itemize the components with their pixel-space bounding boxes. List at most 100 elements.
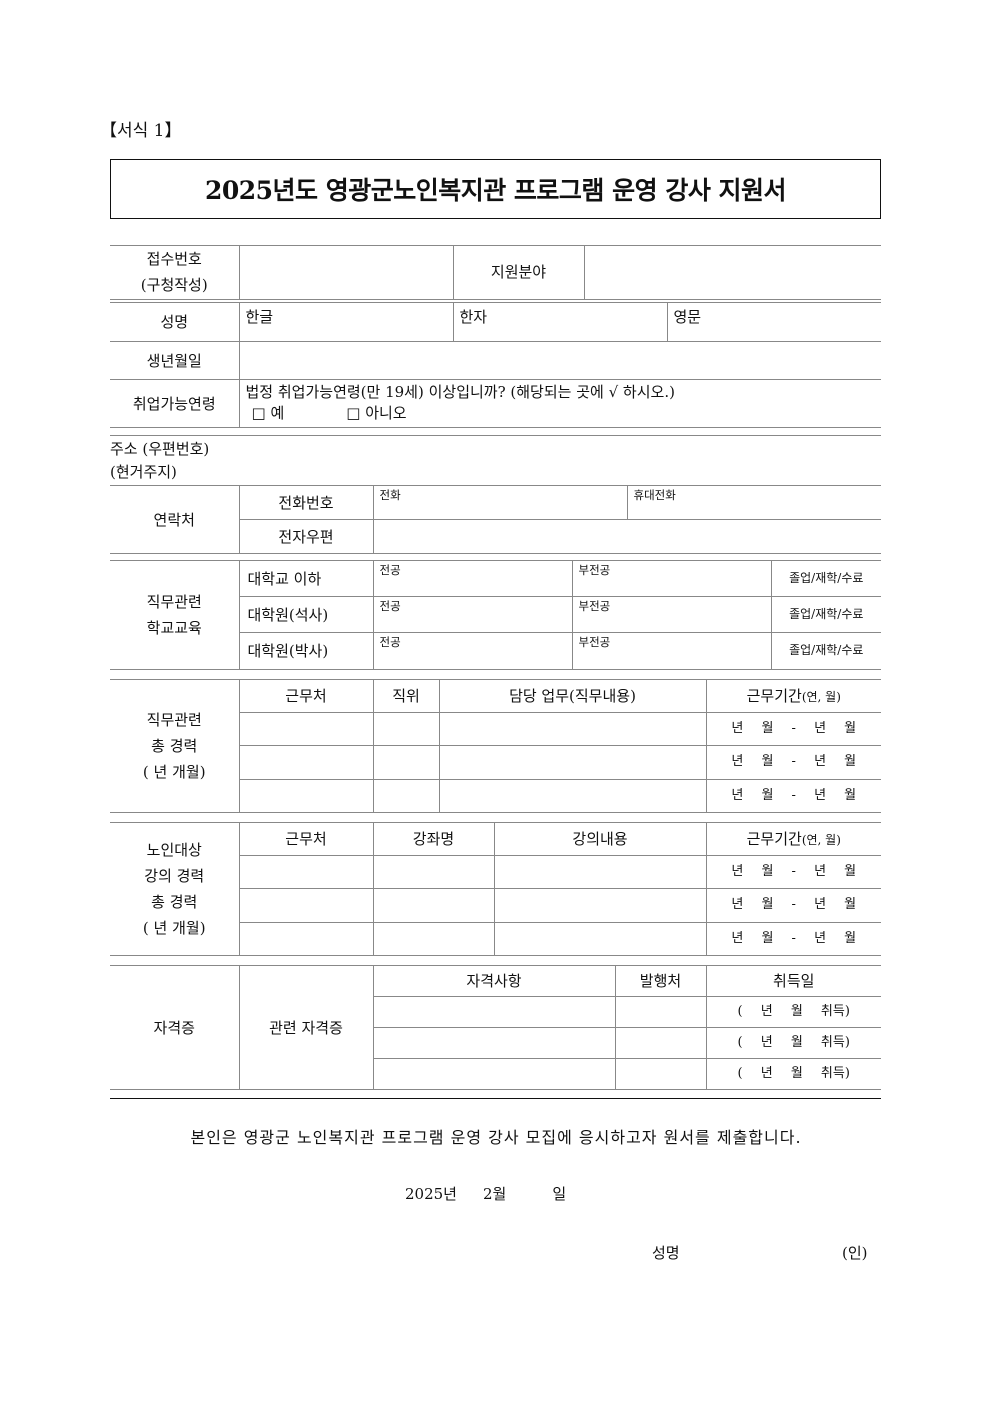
personal-table: 성명 한글 한자 영문 생년월일 취업가능연령 법정 취업가능연령(만 19세)… [110,302,881,428]
cell[interactable] [239,922,374,956]
period-field[interactable]: 년 월 - 년 월 [705,855,881,889]
career-header: 직위 [372,679,440,713]
cell[interactable] [239,745,374,780]
cell[interactable] [372,888,495,923]
form-label: 【서식 1】 [100,121,182,141]
birth-label: 생년월일 [110,341,240,380]
reception-table: 접수번호 (구청작성) 지원분야 [110,245,881,300]
cell[interactable] [372,712,440,746]
cell[interactable] [493,855,707,889]
mobile-field[interactable]: 휴대전화 [626,485,881,520]
name-korean-field[interactable]: 한글 [238,302,454,342]
period-field[interactable]: 년 월 - 년 월 [705,779,881,813]
cell[interactable] [239,888,374,923]
field-input[interactable] [583,245,881,300]
age-label: 취업가능연령 [110,379,240,428]
career-label: 직무관련 총 경력( 년 개월) [110,679,240,813]
acquired-field[interactable]: ( 년 월 취득) [705,996,881,1028]
lecture-label: 노인대상 강의 경력 총 경력( 년 개월) [110,822,240,956]
lecture-row: 년 월 - 년 월 [110,922,881,956]
period-field[interactable]: 년 월 - 년 월 [705,888,881,923]
career-table: 직무관련 총 경력( 년 개월) 근무처 직위 담당 업무(직무내용) 근무기간(… [110,679,881,813]
career-row: 년 월 - 년 월 [110,779,881,813]
major-field[interactable]: 전공 [372,560,573,597]
career-row: 년 월 - 년 월 [110,745,881,780]
certificate-table: 자격증 관련 자격증 자격사항 발행처 취득일 ( 년 월 취득) ( 년 월 … [110,965,881,1090]
cell[interactable] [373,996,616,1028]
name-english-field[interactable]: 영문 [666,302,881,342]
status-field[interactable]: 졸업/재학/수료 [770,632,881,670]
no-checkbox[interactable]: □ 아니오 [346,404,407,422]
period-field[interactable]: 년 월 - 년 월 [705,745,881,780]
acquired-field[interactable]: ( 년 월 취득) [705,1027,881,1059]
cert-row: ( 년 월 취득) [110,1058,881,1090]
email-label: 전자우편 [239,519,374,554]
reception-number-label: 접수번호 (구청작성) [110,245,240,300]
minor-field[interactable]: 부전공 [571,632,772,670]
major-field[interactable]: 전공 [372,596,573,633]
lecture-header: 강좌명 [372,822,495,856]
contact-label: 연락처 [110,485,240,554]
seal-mark: (인) [842,1244,868,1262]
cell[interactable] [614,1058,707,1090]
career-row: 년 월 - 년 월 [110,712,881,746]
career-header: 근무처 [238,679,374,713]
cell[interactable] [372,745,440,780]
cert-header: 자격사항 [372,965,616,997]
cell[interactable] [372,922,495,956]
name-hanja-field[interactable]: 한자 [452,302,668,342]
field-label: 지원분야 [452,245,585,300]
cert-row: ( 년 월 취득) [110,1027,881,1059]
cell[interactable] [373,1058,616,1090]
yes-checkbox[interactable]: □ 예 [251,404,285,422]
education-label: 직무관련 학교교육 [110,560,240,670]
cell[interactable] [438,712,707,746]
reception-number-field[interactable] [238,245,454,300]
cell[interactable] [239,712,374,746]
birth-field[interactable] [238,341,881,380]
period-field[interactable]: 년 월 - 년 월 [705,712,881,746]
major-field[interactable]: 전공 [372,632,573,670]
date: 2025년 2월 일 [405,1185,567,1203]
cell[interactable] [438,779,707,813]
related-certificate-label: 관련 자격증 [238,965,374,1090]
career-header: 담당 업무(직무내용) [438,679,707,713]
lecture-header: 근무처 [238,822,374,856]
address-field[interactable]: 주소 (우편번호) (현거주지) [110,435,881,486]
certificate-label: 자격증 [110,965,240,1090]
email-field[interactable] [372,519,881,554]
status-field[interactable]: 졸업/재학/수료 [770,560,881,597]
lecture-header: 강의내용 [493,822,707,856]
lecture-table: 노인대상 강의 경력 총 경력( 년 개월) 근무처 강좌명 강의내용 근무기간(연… [110,822,881,956]
cell[interactable] [493,888,707,923]
divider [110,1098,881,1099]
phone-field[interactable]: 전화 [372,485,628,520]
education-row-label: 대학원(석사) [239,596,374,633]
cell[interactable] [239,855,374,889]
cell[interactable] [372,855,495,889]
signature-label: 성명 [652,1244,680,1262]
cell[interactable] [493,922,707,956]
phone-label: 전화번호 [238,485,374,520]
address-contact-table: 주소 (우편번호) (현거주지) 연락처 전화번호 전화 휴대전화 전자우편 [110,435,881,554]
cell[interactable] [614,1027,707,1059]
cell[interactable] [372,779,440,813]
acquired-field[interactable]: ( 년 월 취득) [705,1058,881,1090]
cert-header: 취득일 [705,965,881,997]
statement: 본인은 영광군 노인복지관 프로그램 운영 강사 모집에 응시하고자 원서를 제… [190,1128,802,1147]
minor-field[interactable]: 부전공 [571,596,772,633]
minor-field[interactable]: 부전공 [571,560,772,597]
education-table: 직무관련 학교교육 대학교 이하 전공 부전공 졸업/재학/수료 대학원(석사) … [110,560,881,670]
period-field[interactable]: 년 월 - 년 월 [705,922,881,956]
cell[interactable] [373,1027,616,1059]
cert-header: 발행처 [614,965,707,997]
cell[interactable] [239,779,374,813]
form-title: 2025년도 영광군노인복지관 프로그램 운영 강사 지원서 [110,159,881,219]
age-question: 법정 취업가능연령(만 19세) 이상입니까? (해당되는 곳에 √ 하시오.) [245,383,675,401]
status-field[interactable]: 졸업/재학/수료 [770,596,881,633]
name-label: 성명 [110,302,240,342]
cell[interactable] [438,745,707,780]
lecture-header: 근무기간(연, 월) [705,822,881,856]
cell[interactable] [614,996,707,1028]
